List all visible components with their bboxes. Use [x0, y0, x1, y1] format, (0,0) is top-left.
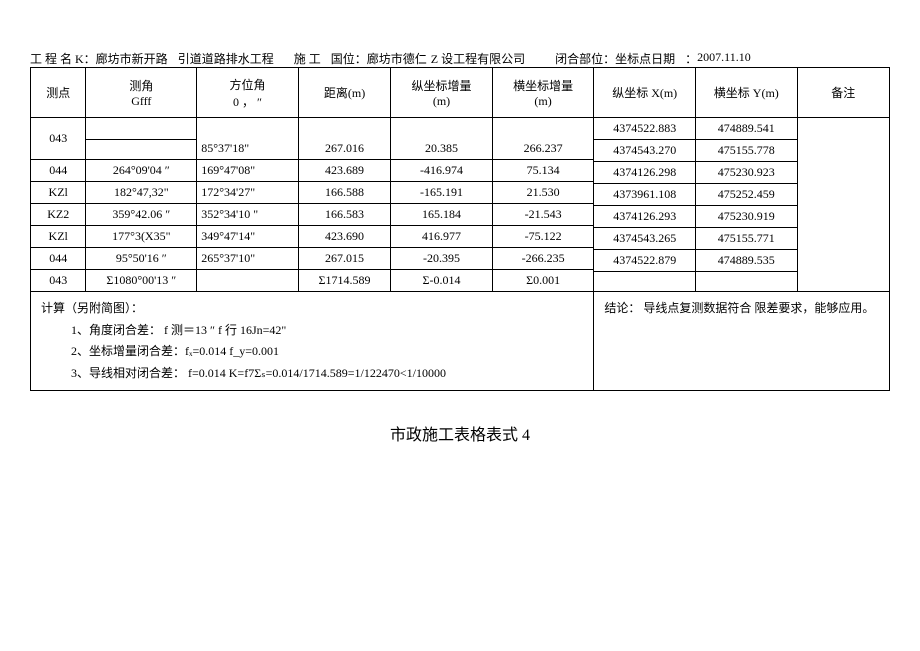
cell-dist: Σ1714.589 — [298, 270, 390, 292]
cell-dy: 416.977 — [391, 226, 493, 248]
cell-dist: 267.015 — [298, 248, 390, 270]
cell-dist: 166.588 — [298, 182, 390, 204]
cell-az: 265°37'10" — [197, 248, 299, 270]
unit-value2: Z 设工程有限公司 — [431, 50, 525, 67]
cell-pt: KZ2 — [31, 204, 86, 226]
cell-az: 349°47'14" — [197, 226, 299, 248]
cell-dy: 165.184 — [391, 204, 493, 226]
cell-angle: 264°09'04 ″ — [86, 160, 197, 182]
cell-dist: 423.689 — [298, 160, 390, 182]
calc-title: 计算（另附简图）： — [41, 298, 583, 320]
survey-table: 测点 测角 Gfff 方位角 0 ， ″ 距离(m) 纵坐标增量 (m) 横坐标… — [30, 67, 890, 391]
unit-label: 施 工 — [294, 50, 321, 67]
calc-row: 计算（另附简图）： 1、角度闭合差： f 测＝13 ″ f 行 16Jn=42"… — [31, 292, 890, 391]
cell-angle: 177°3(X35" — [86, 226, 197, 248]
cell-dx: -21.543 — [492, 204, 594, 226]
cell-pt: 043 — [31, 270, 86, 292]
cell-dx: -75.122 — [492, 226, 594, 248]
cell-x: 474889.541 — [695, 118, 797, 140]
project-value2: 引道道路排水工程 — [178, 50, 274, 67]
cell-y: 4374543.265 — [594, 228, 696, 250]
cell-x: 475230.923 — [695, 162, 797, 184]
cell-x: 474889.535 — [695, 250, 797, 272]
calc-right: 结论： 导线点复测数据符合 限差要求，能够应用。 — [594, 292, 890, 391]
cell-dy: 20.385 — [391, 118, 493, 160]
col-dy: 纵坐标增量 (m) — [391, 68, 493, 118]
cell-x: 475155.778 — [695, 140, 797, 162]
cell-dist: 423.690 — [298, 226, 390, 248]
calc-line1: 1、角度闭合差： f 测＝13 ″ f 行 16Jn=42" — [41, 320, 583, 342]
col-y: 纵坐标 X(m) — [594, 68, 696, 118]
col-note: 备注 — [797, 68, 889, 118]
cell-pt: 043 — [31, 118, 86, 160]
cell-az: 169°47'08" — [197, 160, 299, 182]
cell-y: 4374522.879 — [594, 250, 696, 272]
cell-angle: 359°42.06 ″ — [86, 204, 197, 226]
cell-y: 4373961.108 — [594, 184, 696, 206]
header-row: 测点 测角 Gfff 方位角 0 ， ″ 距离(m) 纵坐标增量 (m) 横坐标… — [31, 68, 890, 118]
cell-angle: 182°47,32" — [86, 182, 197, 204]
cell-pt: KZl — [31, 182, 86, 204]
close-label: 闭合部位： — [555, 50, 615, 67]
unit-label2: 国位： — [331, 50, 367, 67]
cell-pt: 044 — [31, 160, 86, 182]
col-angle: 测角 Gfff — [86, 68, 197, 118]
calc-left: 计算（另附简图）： 1、角度闭合差： f 测＝13 ″ f 行 16Jn=42"… — [31, 292, 594, 391]
close-value: 坐标点日期 — [615, 50, 675, 67]
cell-x: 475155.771 — [695, 228, 797, 250]
col-pt: 测点 — [31, 68, 86, 118]
conclusion-label: 结论： — [604, 301, 640, 315]
cell-dx: 75.134 — [492, 160, 594, 182]
cell-dy: -416.974 — [391, 160, 493, 182]
cell-dx: 21.530 — [492, 182, 594, 204]
table-row: 043 85°37'18" 267.016 20.385 266.237 437… — [31, 118, 890, 140]
cell-dx: 266.237 — [492, 118, 594, 160]
cell-az: 352°34'10 " — [197, 204, 299, 226]
col-dx: 横坐标增量 (m) — [492, 68, 594, 118]
cell-pt: 044 — [31, 248, 86, 270]
conclusion1: 导线点复测数据符合 — [643, 301, 751, 315]
col-dist: 距离(m) — [298, 68, 390, 118]
cell-dist: 166.583 — [298, 204, 390, 226]
date-sep: ： — [685, 50, 697, 67]
cell-az: 85°37'18" — [197, 118, 299, 160]
project-value: 廊坊市新开路 — [96, 50, 168, 67]
project-label: 工 程 名 K： — [30, 50, 96, 67]
cell-dy: Σ-0.014 — [391, 270, 493, 292]
calc-line3: 3、导线相对闭合差： f=0.014 K=f7Σₛ=0.014/1714.589… — [41, 363, 583, 385]
cell-x: 475252.459 — [695, 184, 797, 206]
cell-az: 172°34'27" — [197, 182, 299, 204]
conclusion2: 限差要求，能够应用。 — [754, 301, 874, 315]
cell-dx: -266.235 — [492, 248, 594, 270]
cell-angle: 95°50'16 ″ — [86, 248, 197, 270]
cell-note — [797, 118, 889, 292]
col-azimuth: 方位角 0 ， ″ — [197, 68, 299, 118]
cell-x: 475230.919 — [695, 206, 797, 228]
unit-value: 廊坊市德仁 — [367, 50, 427, 67]
cell-y: 4374543.270 — [594, 140, 696, 162]
cell-y: 4374126.293 — [594, 206, 696, 228]
cell-pt: KZl — [31, 226, 86, 248]
footer-title: 市政施工表格表式 4 — [30, 421, 890, 445]
cell-dist: 267.016 — [298, 118, 390, 160]
calc-line2: 2、坐标增量闭合差：fₓ=0.014 f_y=0.001 — [41, 341, 583, 363]
cell-dy: -165.191 — [391, 182, 493, 204]
cell-y: 4374126.298 — [594, 162, 696, 184]
date-value: 2007.11.10 — [697, 50, 751, 67]
cell-dy: -20.395 — [391, 248, 493, 270]
cell-dx: Σ0.001 — [492, 270, 594, 292]
cell-angle: Σ1080°00'13 ″ — [86, 270, 197, 292]
col-x: 横坐标 Y(m) — [695, 68, 797, 118]
header-row: 工 程 名 K： 廊坊市新开路 引道道路排水工程 施 工 国位： 廊坊市德仁 Z… — [30, 50, 890, 67]
cell-y: 4374522.883 — [594, 118, 696, 140]
